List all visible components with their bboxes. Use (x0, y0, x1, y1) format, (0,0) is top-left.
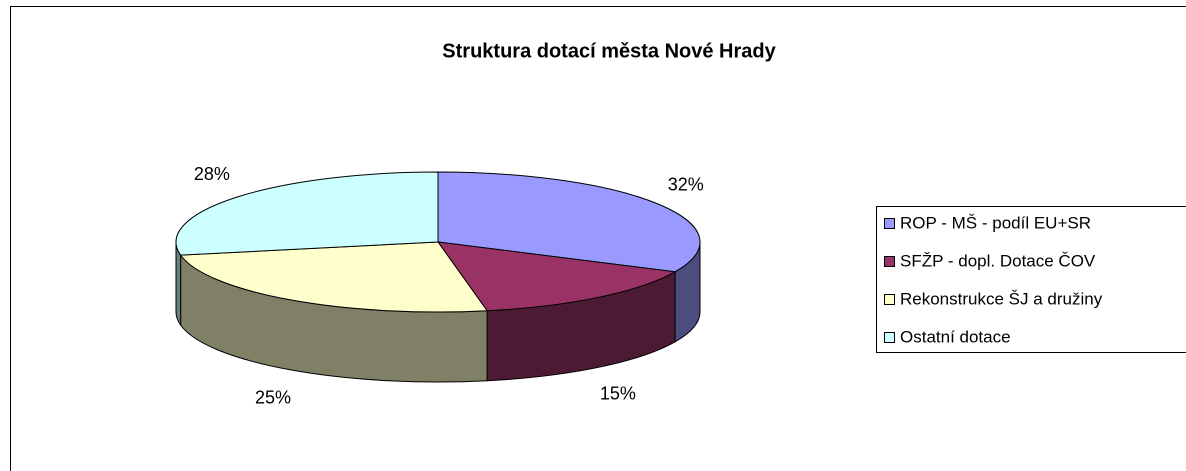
pie-slice (436, 241, 677, 312)
legend-swatch (884, 332, 895, 343)
pie-slice (175, 171, 439, 256)
legend-swatch (884, 294, 895, 305)
data-label: 15% (600, 384, 636, 404)
chart-title: Struktura dotací města Nové Hrady (442, 40, 776, 62)
legend-label: ROP - MŠ - podíl EU+SR (900, 213, 1091, 232)
legend-swatch (884, 256, 895, 267)
legend-box (876, 206, 1186, 353)
data-label: 25% (255, 388, 291, 408)
data-label: 32% (668, 174, 704, 194)
legend-swatch (884, 218, 895, 229)
pie-slice (437, 171, 701, 273)
legend-label: Rekonstrukce ŠJ a družiny (900, 289, 1103, 308)
data-label: 28% (194, 164, 230, 184)
legend-label: Ostatní dotace (900, 327, 1011, 346)
pie-slice (179, 241, 489, 313)
legend-label: SFŽP - dopl. Dotace ČOV (900, 251, 1096, 270)
